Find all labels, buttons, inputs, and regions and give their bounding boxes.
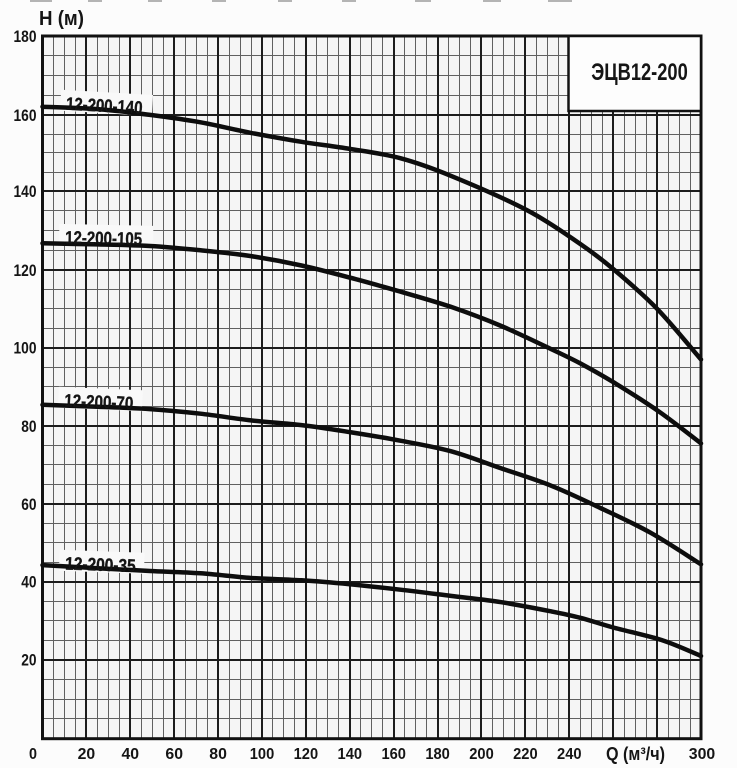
svg-text:60: 60 [21, 495, 36, 514]
svg-text:100: 100 [14, 339, 37, 358]
svg-text:140: 140 [338, 746, 363, 763]
svg-text:220: 220 [513, 746, 538, 763]
svg-text:ЭЦВ12-200: ЭЦВ12-200 [591, 59, 688, 86]
svg-text:20: 20 [21, 651, 36, 670]
svg-text:60: 60 [165, 746, 183, 763]
svg-text:240: 240 [557, 746, 582, 763]
svg-text:120: 120 [14, 261, 37, 280]
svg-text:180: 180 [14, 27, 37, 46]
svg-text:200: 200 [469, 746, 494, 763]
svg-text:300: 300 [689, 746, 716, 763]
svg-text:100: 100 [250, 746, 275, 763]
svg-text:160: 160 [381, 746, 406, 763]
svg-text:12-200-105: 12-200-105 [65, 228, 142, 250]
svg-text:12-200-140: 12-200-140 [66, 94, 144, 118]
svg-text:12-200-70: 12-200-70 [64, 391, 134, 414]
svg-text:180: 180 [425, 746, 450, 763]
svg-text:80: 80 [209, 746, 227, 763]
svg-text:80: 80 [21, 417, 36, 436]
svg-text:160: 160 [14, 106, 37, 125]
svg-text:12-200-35: 12-200-35 [65, 554, 136, 576]
svg-text:Q (м³/ч): Q (м³/ч) [606, 744, 665, 764]
svg-text:40: 40 [21, 573, 36, 592]
svg-text:20: 20 [78, 746, 96, 763]
svg-text:H (м): H (м) [39, 8, 84, 30]
svg-text:140: 140 [14, 182, 37, 201]
svg-text:0: 0 [29, 746, 37, 763]
svg-text:40: 40 [122, 746, 140, 763]
svg-text:120: 120 [294, 746, 319, 763]
